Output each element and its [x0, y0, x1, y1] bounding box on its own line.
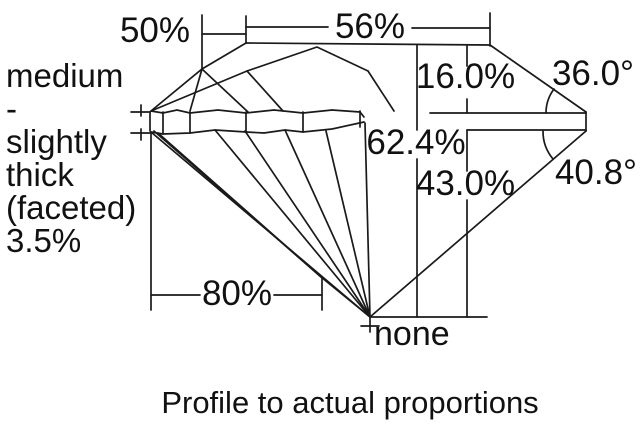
star-length-label: 50%: [119, 11, 190, 50]
crown-height-label: 16.0%: [415, 57, 516, 96]
total-depth-label: 62.4%: [366, 123, 466, 162]
crown-angle-arc: [545, 88, 555, 114]
girdle-description-line: -: [6, 90, 17, 127]
lower-girdle-length-label: 80%: [201, 274, 273, 313]
pavilion-right-silhouette: [369, 130, 587, 318]
diagram-caption: Profile to actual proportions: [161, 385, 539, 420]
culet-size-label: none: [374, 315, 450, 353]
pavilion-angle-label: 40.8°: [554, 153, 638, 192]
girdle-bottom-edge: [150, 121, 365, 135]
crown-facet-lines: [150, 46, 395, 113]
dimension-lines: [130, 12, 491, 333]
girdle-top-edge: [150, 109, 365, 118]
table-facet-line: [245, 42, 491, 46]
girdle-description-line: slightly: [6, 123, 107, 160]
crown-right-silhouette: [489, 44, 587, 113]
girdle-description-line: (faceted): [6, 189, 137, 226]
girdle-band: [150, 109, 587, 135]
table-size-label: 56%: [334, 7, 406, 46]
crown-angle-label: 36.0°: [551, 54, 635, 93]
girdle-description-label: medium - slightly thick (faceted) 3.5%: [6, 59, 136, 257]
girdle-description-line: thick: [6, 156, 74, 193]
girdle-description-line: medium: [6, 57, 124, 94]
pavilion-angle-arc: [542, 130, 554, 160]
pavilion-facet-lines: [153, 122, 371, 318]
pavilion-depth-label: 43.0%: [415, 164, 516, 203]
girdle-description-line: 3.5%: [6, 222, 82, 259]
angle-arcs: [542, 88, 555, 160]
